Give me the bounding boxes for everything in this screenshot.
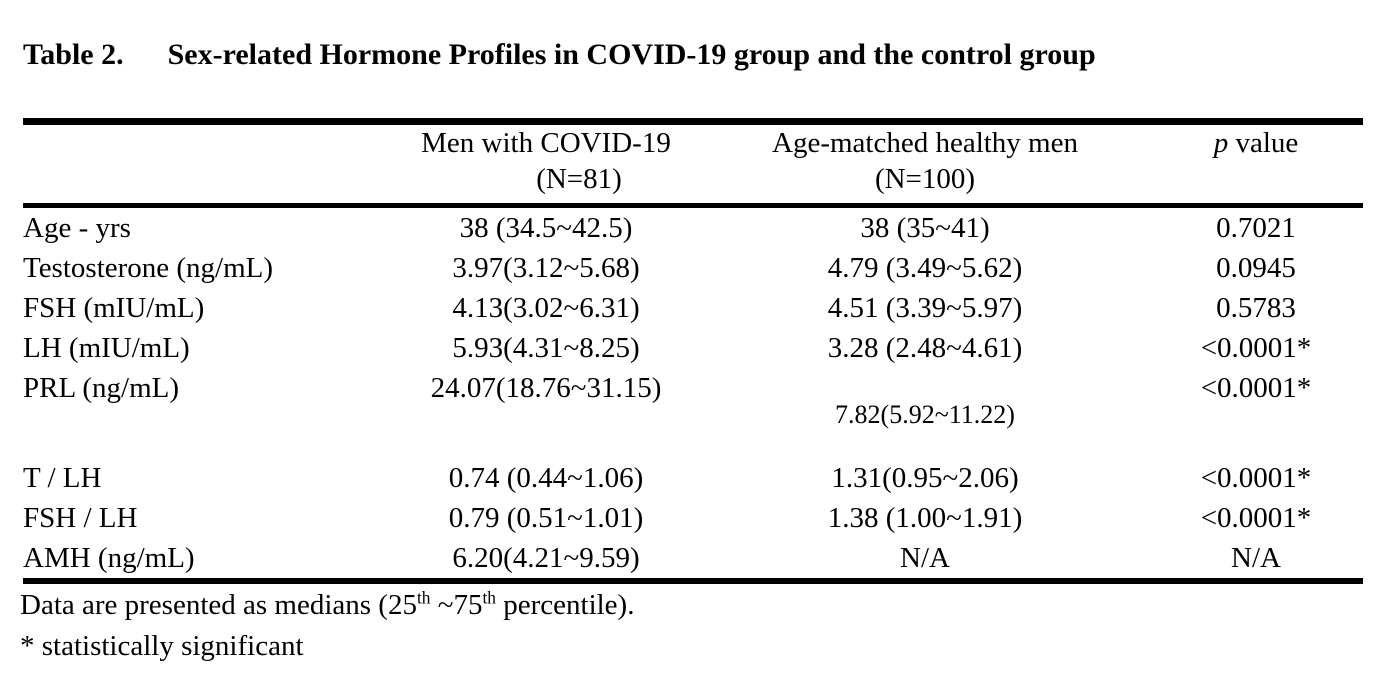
covid-value: 4.13(3.02~6.31)	[452, 292, 640, 324]
control-value: 3.28 (2.48~4.61)	[827, 332, 1023, 364]
control-value: 4.51 (3.39~5.97)	[827, 292, 1023, 324]
header-covid-n: (N=81)	[536, 163, 622, 195]
table-row-testosterone: Testosterone (ng/mL) 3.97(3.12~5.68) 4.7…	[23, 248, 1363, 288]
header-control-n: (N=100)	[874, 163, 976, 195]
control-value: 4.79 (3.49~5.62)	[827, 252, 1023, 284]
p-value: N/A	[1231, 542, 1281, 574]
header-blank-cell	[23, 125, 391, 208]
row-label: PRL (ng/mL)	[23, 372, 180, 404]
row-label: T / LH	[23, 462, 102, 494]
hormone-profiles-table: Men with COVID-19 (N=81) Age-matched hea…	[23, 125, 1363, 578]
row-label: LH (mIU/mL)	[23, 332, 190, 364]
header-covid-group: Men with COVID-19 (N=81)	[391, 125, 701, 208]
covid-value: 3.97(3.12~5.68)	[452, 252, 640, 284]
row-label: Testosterone (ng/mL)	[23, 252, 274, 284]
table-body: Age - yrs 38 (34.5~42.5) 38 (35~41) 0.70…	[23, 208, 1363, 578]
table-top-rule	[23, 118, 1363, 125]
header-p-symbol: p	[1213, 127, 1229, 159]
covid-value: 24.07(18.76~31.15)	[430, 372, 662, 404]
header-covid-title: Men with COVID-19	[421, 127, 671, 159]
covid-value: 6.20(4.21~9.59)	[452, 542, 640, 574]
footnote-part: percentile).	[495, 589, 635, 621]
covid-value: 5.93(4.31~8.25)	[452, 332, 640, 364]
p-value: <0.0001*	[1200, 372, 1312, 404]
control-value: 1.38 (1.00~1.91)	[827, 502, 1023, 534]
table-row-fsh: FSH (mIU/mL) 4.13(3.02~6.31) 4.51 (3.39~…	[23, 288, 1363, 328]
table-row-t-lh-ratio: T / LH 0.74 (0.44~1.06) 1.31(0.95~2.06) …	[23, 458, 1363, 498]
table-header: Men with COVID-19 (N=81) Age-matched hea…	[23, 125, 1363, 208]
footnote-significance: * statistically significant	[20, 630, 304, 662]
covid-value: 0.74 (0.44~1.06)	[448, 462, 644, 494]
table-title-text: Sex-related Hormone Profiles in COVID-19…	[167, 38, 1096, 71]
control-value: 38 (35~41)	[860, 212, 990, 244]
table-title: Table 2. Sex-related Hormone Profiles in …	[23, 36, 1096, 74]
footnote-superscript: th	[482, 587, 496, 608]
table-row-fsh-lh-ratio: FSH / LH 0.79 (0.51~1.01) 1.38 (1.00~1.9…	[23, 498, 1363, 538]
row-label: Age - yrs	[23, 212, 131, 244]
control-value-offset: 7.82(5.92~11.22)	[835, 400, 1015, 429]
table-header-rule	[23, 203, 1363, 208]
p-value: 0.5783	[1216, 292, 1296, 324]
table-title-number: Table 2.	[23, 38, 124, 71]
control-value: 7.82(5.92~11.22)	[701, 368, 1149, 458]
header-p-rest: value	[1228, 127, 1299, 159]
header-p-value: p value	[1149, 125, 1363, 208]
p-value: <0.0001*	[1200, 502, 1312, 534]
control-value: N/A	[900, 542, 950, 574]
footnote-part: Data are presented as medians (25	[20, 589, 417, 621]
p-value: <0.0001*	[1200, 332, 1312, 364]
header-control-title: Age-matched healthy men	[772, 127, 1078, 159]
header-row: Men with COVID-19 (N=81) Age-matched hea…	[23, 125, 1363, 208]
table-bottom-rule	[23, 578, 1363, 584]
footnote-medians: Data are presented as medians (25th ~75t…	[20, 586, 634, 624]
p-value: 0.7021	[1216, 212, 1296, 244]
table-row-lh: LH (mIU/mL) 5.93(4.31~8.25) 3.28 (2.48~4…	[23, 328, 1363, 368]
header-control-group: Age-matched healthy men (N=100)	[701, 125, 1149, 208]
footnote-part: ~75	[430, 589, 483, 621]
covid-value: 38 (34.5~42.5)	[459, 212, 633, 244]
table-row-age: Age - yrs 38 (34.5~42.5) 38 (35~41) 0.70…	[23, 208, 1363, 248]
p-value: 0.0945	[1216, 252, 1296, 284]
table-row-amh: AMH (ng/mL) 6.20(4.21~9.59) N/A N/A	[23, 538, 1363, 578]
footnote-superscript: th	[416, 587, 431, 608]
covid-value: 0.79 (0.51~1.01)	[448, 502, 644, 534]
control-value: 1.31(0.95~2.06)	[831, 462, 1019, 494]
row-label: FSH / LH	[23, 502, 138, 534]
p-value: <0.0001*	[1200, 462, 1312, 494]
row-label: FSH (mIU/mL)	[23, 292, 205, 324]
row-label: AMH (ng/mL)	[23, 542, 195, 574]
table-row-prl: PRL (ng/mL) 24.07(18.76~31.15) 7.82(5.92…	[23, 368, 1363, 458]
